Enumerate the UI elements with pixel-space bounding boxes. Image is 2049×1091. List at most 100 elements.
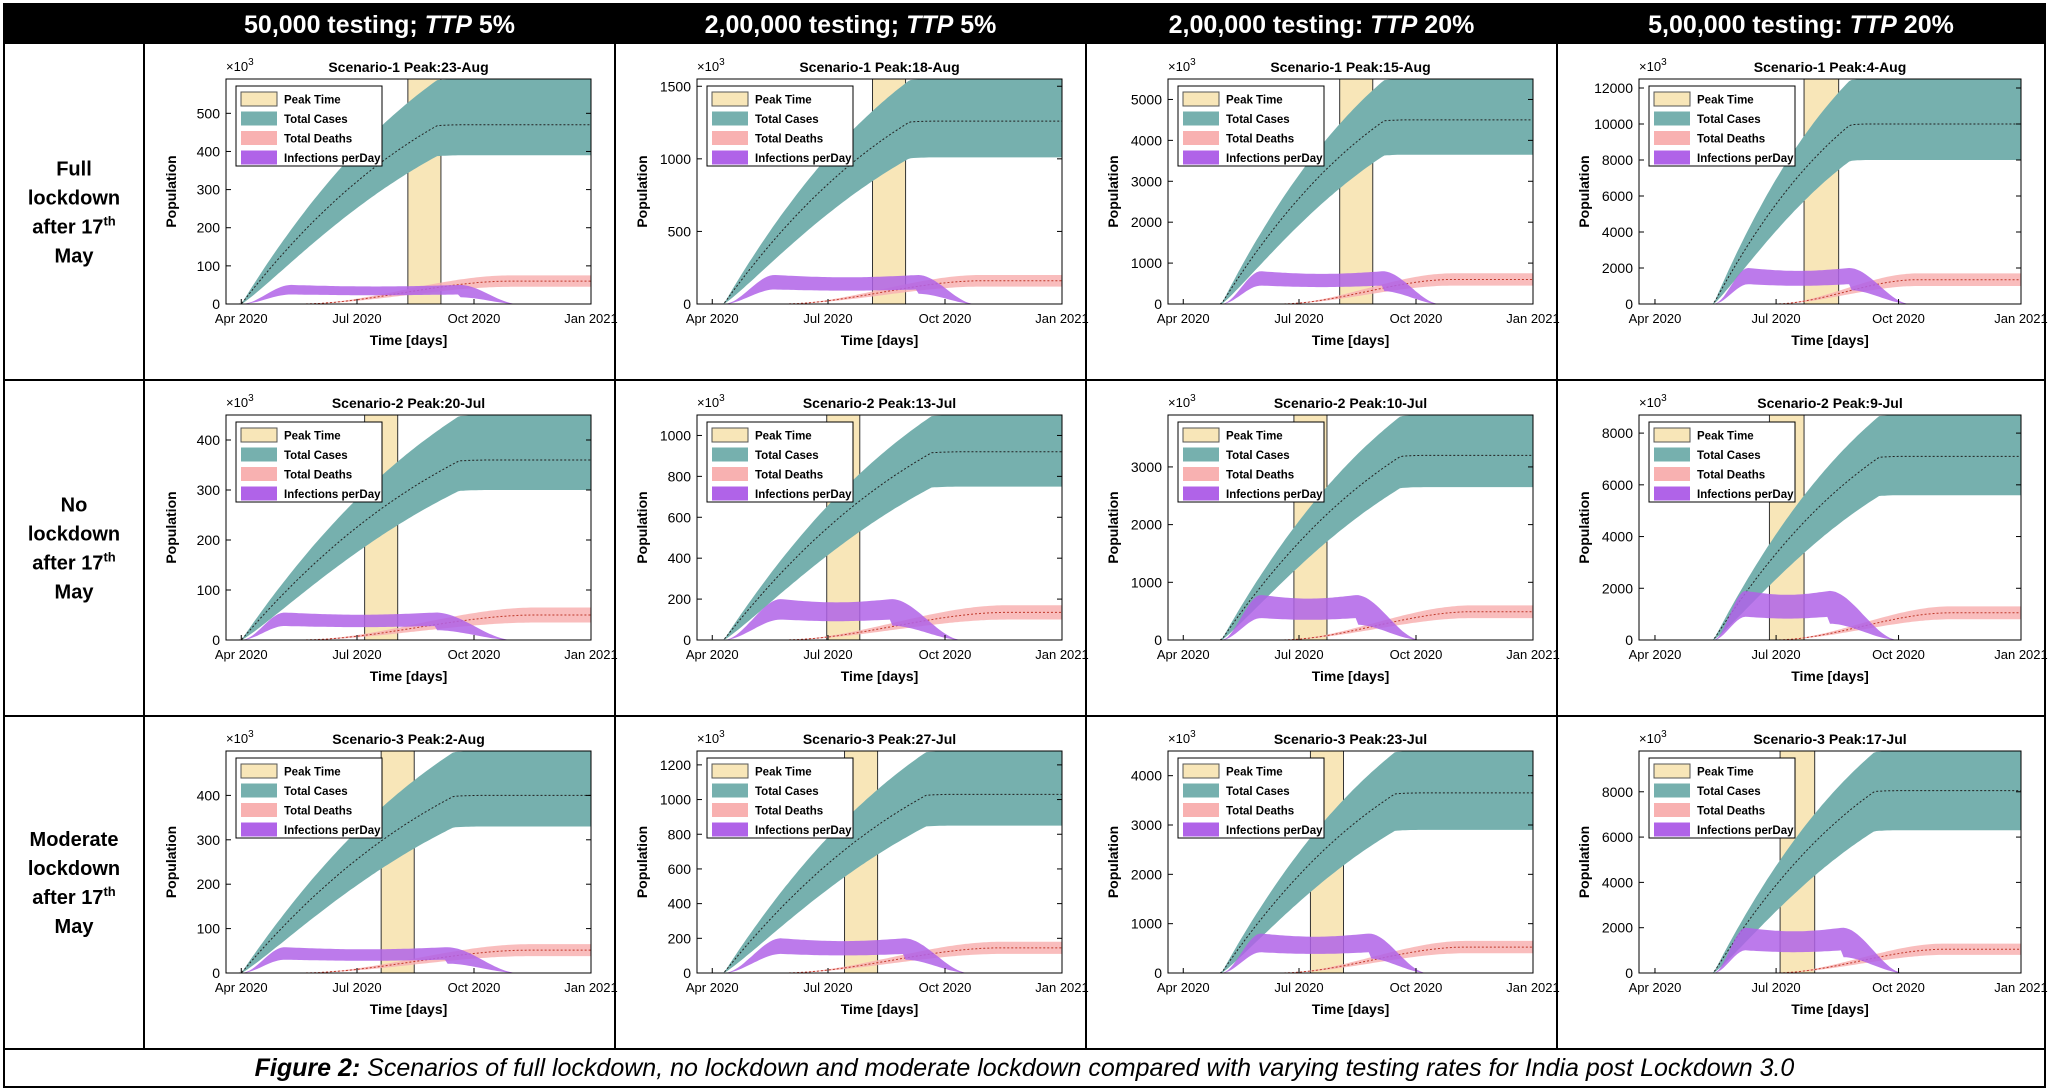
x-tick-label: Jul 2020	[332, 647, 381, 662]
axes-box	[1638, 78, 2022, 305]
legend-label: Total Cases	[1697, 114, 1761, 126]
y-tick-label: 300	[197, 482, 221, 498]
x-axis-label: Time [days]	[841, 1001, 919, 1017]
chart-title: Scenario-2 Peak:13-Jul	[803, 395, 956, 411]
x-tick-label: Oct 2020	[1390, 311, 1443, 326]
infections-per-day-band	[226, 612, 591, 640]
x-tick-label: Jul 2020	[803, 647, 852, 662]
legend-label: Peak Time	[1226, 767, 1283, 779]
legend-swatch-total-deaths	[1654, 467, 1690, 481]
chart-title: Scenario-1 Peak:4-Aug	[1754, 59, 1907, 75]
x-tick-label: Apr 2020	[686, 647, 739, 662]
y-tick-label: 500	[668, 223, 692, 239]
legend-label: Peak Time	[1226, 95, 1283, 107]
total-cases-median-line	[1639, 123, 2021, 304]
caption-text: Scenarios of full lockdown, no lockdown …	[360, 1054, 1795, 1082]
legend-label: Total Deaths	[1226, 134, 1294, 146]
y-tick-label: 200	[668, 930, 692, 946]
x-tick-label: Apr 2020	[1157, 980, 1210, 995]
legend-label: Total Cases	[1697, 450, 1761, 462]
legend: Peak Time Total Cases Total Deaths Infectio…	[235, 85, 383, 167]
y-tick-label: 0	[683, 296, 691, 312]
x-axis-label: Time [days]	[1791, 1001, 1869, 1017]
plot-area	[226, 751, 591, 973]
column-header-ttp: TTP	[425, 11, 473, 39]
column-header-suffix: 20%	[1417, 11, 1474, 39]
y-tick-label: 1000	[660, 151, 691, 167]
legend: Peak Time Total Cases Total Deaths Infectio…	[1648, 85, 1796, 167]
y-axis-label: Population	[1105, 491, 1121, 563]
y-axis-label: Population	[1105, 826, 1121, 898]
total-cases-median-line	[226, 459, 591, 640]
y-tick-label: 0	[212, 965, 220, 981]
figure-caption: Figure 2: Scenarios of full lockdown, no…	[4, 1049, 2045, 1087]
y-tick-label: 6000	[1602, 477, 1633, 493]
y-tick-label: 0	[1625, 965, 1633, 981]
y-axis-label: Population	[634, 491, 650, 563]
y-exponent-label: ×103	[1639, 57, 1667, 74]
legend-swatch-total-deaths	[1183, 803, 1219, 817]
total-deaths-median-line	[226, 614, 591, 640]
total-deaths-band	[697, 941, 1062, 973]
x-axis-label: Time [days]	[1312, 332, 1390, 348]
y-tick-label: 0	[1154, 296, 1162, 312]
legend-swatch-infections	[241, 150, 277, 165]
legend-swatch-total-cases	[1654, 447, 1690, 462]
legend-swatch-peak-time	[240, 91, 278, 107]
x-tick-label: Jan 2021	[1994, 311, 2048, 326]
row-header: Full lockdown after 17th May	[28, 159, 120, 268]
legend-swatch-infections	[712, 822, 748, 837]
x-tick-label: Jan 2021	[564, 311, 618, 326]
legend-label: Infections perDay	[755, 825, 852, 837]
total-cases-median-line	[226, 124, 591, 304]
total-deaths-median-line	[1639, 948, 2021, 973]
chart-title: Scenario-2 Peak:9-Jul	[1757, 395, 1903, 411]
legend-swatch-peak-time	[711, 91, 749, 107]
y-axis-label: Population	[163, 155, 179, 227]
y-tick-label: 0	[212, 296, 220, 312]
total-deaths-band	[697, 605, 1062, 640]
legend-swatch-peak-time	[1653, 427, 1691, 443]
column-header-ttp: TTP	[906, 11, 954, 39]
legend-swatch-peak-time	[240, 763, 278, 779]
total-deaths-band	[226, 944, 591, 973]
chart-title: Scenario-1 Peak:18-Aug	[799, 59, 959, 75]
y-tick-label: 4000	[1602, 224, 1633, 240]
y-exponent-label: ×103	[226, 393, 254, 410]
legend-label: Total Deaths	[1697, 806, 1765, 818]
axes-box	[696, 78, 1063, 305]
infections-per-day-band	[1639, 927, 2021, 973]
x-tick-label: Oct 2020	[919, 980, 972, 995]
chart-panel: 0 200 400 600 800 1000 1200 Apr 2020 Jul 2020 Oct…	[634, 729, 1089, 1017]
row-header: No lockdown after 17th May	[28, 495, 120, 604]
x-tick-label: Jan 2021	[1035, 647, 1089, 662]
column-header-prefix: 2,00,000 testing;	[705, 11, 906, 39]
legend-label: Total Cases	[1226, 450, 1290, 462]
total-cases-median-line	[697, 451, 1062, 640]
row-header-line: after 17th	[32, 214, 115, 239]
infections-per-day-band	[697, 275, 1062, 304]
y-exponent-label: ×103	[697, 729, 725, 746]
chart-panel: 0 2000 4000 6000 8000 Apr 2020 Jul 2020 Oct 202…	[1576, 393, 2048, 684]
y-tick-label: 400	[197, 787, 221, 803]
row-header-line: Moderate	[30, 829, 119, 851]
x-axis-label: Time [days]	[370, 668, 448, 684]
x-tick-label: Jan 2021	[1506, 647, 1560, 662]
total-deaths-band	[697, 275, 1062, 304]
legend-swatch-total-cases	[712, 447, 748, 462]
y-tick-label: 100	[197, 258, 221, 274]
chart-panel: 0 2000 4000 6000 8000 10000 12000 Apr 2020 Jul 2…	[1576, 57, 2048, 348]
y-tick-label: 10000	[1594, 116, 1633, 132]
axes-box	[225, 750, 592, 974]
y-tick-label: 3000	[1131, 817, 1162, 833]
legend-swatch-total-deaths	[1183, 131, 1219, 145]
x-tick-label: Jan 2021	[1035, 311, 1089, 326]
legend: Peak Time Total Cases Total Deaths Infectio…	[1648, 421, 1796, 503]
legend: Peak Time Total Cases Total Deaths Infectio…	[235, 421, 383, 503]
chart-title: Scenario-1 Peak:23-Aug	[328, 59, 488, 75]
column-header-prefix: 2,00,000 testing:	[1169, 11, 1370, 39]
total-deaths-median-line	[226, 280, 591, 304]
axes-box	[1638, 750, 2022, 974]
x-tick-label: Jul 2020	[332, 980, 381, 995]
y-axis-label: Population	[634, 155, 650, 227]
